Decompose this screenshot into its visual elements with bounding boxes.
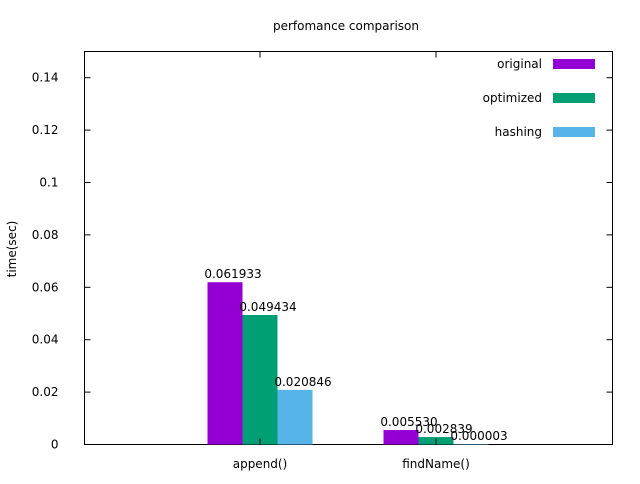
bar-value-label: 0.000003 bbox=[450, 429, 507, 443]
bar-value-label: 0.049434 bbox=[239, 300, 296, 314]
legend-swatch bbox=[553, 93, 595, 103]
bar-value-label: 0.020846 bbox=[274, 375, 331, 389]
x-tick-label: findName() bbox=[402, 457, 470, 471]
bar-original bbox=[383, 430, 419, 445]
y-axis-ticks: 0 0.02 0.04 0.06 0.08 0.1 0.12 0.14 bbox=[32, 71, 613, 452]
chart-title: perfomance comparison bbox=[273, 19, 419, 33]
y-tick-label: 0.1 bbox=[39, 176, 58, 190]
bar-optimized bbox=[242, 314, 278, 445]
plot-frame bbox=[84, 51, 613, 445]
legend-swatch bbox=[553, 127, 595, 137]
bar-original bbox=[207, 282, 243, 445]
legend-swatch bbox=[553, 59, 595, 69]
y-tick-label: 0.14 bbox=[32, 71, 59, 85]
y-tick-label: 0 bbox=[51, 438, 59, 452]
legend-label: optimized bbox=[483, 91, 542, 105]
bars-group: 0.061933 0.049434 0.020846 0.0055300.002839… bbox=[204, 267, 508, 445]
bar-hashing bbox=[453, 444, 489, 445]
y-tick-label: 0.04 bbox=[32, 333, 59, 347]
y-tick-label: 0.06 bbox=[32, 280, 59, 294]
x-tick-label: append() bbox=[233, 457, 288, 471]
bar-value-label: 0.061933 bbox=[204, 267, 261, 281]
legend-label: hashing bbox=[495, 125, 542, 139]
y-tick-label: 0.12 bbox=[32, 123, 59, 137]
legend-label: original bbox=[497, 57, 542, 71]
bar-hashing bbox=[277, 389, 313, 445]
bar-value-label: 0.002839 bbox=[415, 422, 472, 436]
x-axis-ticks: append() findName() bbox=[233, 51, 470, 471]
legend: original optimized hashing bbox=[483, 57, 595, 139]
y-axis-label: time(sec) bbox=[5, 221, 19, 278]
y-tick-label: 0.08 bbox=[32, 228, 59, 242]
bar-value-label: 0.005530 bbox=[380, 415, 437, 429]
y-tick-label: 0.02 bbox=[32, 385, 59, 399]
